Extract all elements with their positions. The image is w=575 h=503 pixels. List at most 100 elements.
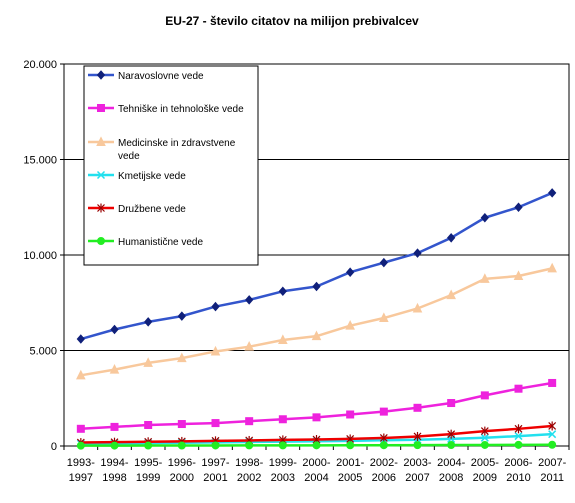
legend-box (83, 65, 259, 266)
data-point (110, 324, 119, 335)
data-point (245, 295, 254, 305)
x-tick-label: 2004-2008 (437, 457, 465, 484)
legend-label: Kmetijske vede (118, 171, 186, 182)
x-tick-label: 1996-2000 (168, 457, 196, 484)
data-point (312, 413, 321, 422)
data-point (446, 289, 456, 300)
series-2 (76, 262, 557, 380)
legend-marker (96, 136, 106, 146)
series-layer (76, 188, 557, 450)
data-point (514, 424, 523, 434)
axes: 0 5.000 10.000 15.000 20.000 1993-19971994-19… (23, 59, 570, 484)
x-tick-label: 2003-2007 (403, 457, 431, 484)
data-point (514, 384, 523, 393)
legend-marker (97, 203, 105, 213)
data-point (548, 378, 557, 387)
series-0 (76, 188, 557, 344)
data-point (413, 431, 422, 441)
data-point (211, 301, 220, 312)
data-point (312, 281, 321, 292)
data-point (548, 188, 557, 198)
x-tick-label: 1993-1997 (67, 457, 95, 484)
x-tick-label: 2005-2009 (471, 457, 499, 484)
data-point (379, 257, 388, 268)
legend-marker (96, 70, 106, 80)
data-point (513, 270, 524, 281)
data-point (379, 407, 388, 416)
series-1 (76, 378, 557, 433)
data-point (447, 399, 456, 408)
data-point (312, 441, 321, 450)
data-point (144, 441, 153, 450)
data-point (447, 233, 456, 243)
data-point (346, 267, 355, 277)
data-point (346, 441, 355, 450)
data-point (278, 441, 287, 450)
data-point (177, 441, 186, 450)
data-point (245, 441, 254, 450)
legend-marker (97, 237, 105, 245)
legend-marker (96, 170, 106, 180)
data-point (379, 312, 389, 323)
y-tick-label: 0 (51, 441, 57, 453)
data-point (548, 430, 557, 439)
y-tick-label: 5.000 (29, 346, 57, 358)
x-tick-label: 1998-2002 (235, 457, 263, 484)
x-tick-label: 1995-1999 (134, 457, 162, 484)
data-point (76, 424, 85, 433)
data-point (144, 317, 153, 327)
data-point (480, 273, 490, 283)
data-point (211, 441, 220, 450)
legend-label: Družbene vede (118, 204, 186, 215)
data-point (76, 334, 85, 344)
data-point (413, 403, 422, 412)
y-tick-label: 20.000 (23, 59, 57, 71)
x-tick-label: 2007-2011 (538, 457, 566, 484)
legend-label: Naravoslovne vede (118, 71, 204, 82)
data-point (210, 345, 221, 356)
data-point (514, 202, 523, 213)
data-point (110, 422, 119, 431)
data-point (177, 352, 187, 363)
data-point (76, 441, 85, 450)
data-point (278, 334, 288, 344)
x-tick-label: 1994-1998 (100, 457, 128, 484)
data-point (144, 420, 153, 429)
data-point (547, 262, 557, 273)
data-point (278, 415, 287, 424)
data-point (447, 441, 456, 450)
data-point (278, 286, 287, 297)
data-point (177, 420, 186, 429)
data-point (514, 440, 523, 449)
data-point (177, 311, 186, 321)
data-point (548, 440, 557, 449)
x-tick-label: 2002-2006 (370, 457, 398, 484)
data-point (245, 417, 254, 426)
data-point (379, 441, 388, 450)
data-point (480, 391, 489, 400)
y-tick-label: 10.000 (23, 250, 57, 262)
data-point (143, 357, 153, 367)
series-5 (76, 440, 557, 450)
data-point (110, 441, 119, 450)
data-point (548, 421, 557, 431)
legend: Naravoslovne vede Tehniške in tehnološke … (83, 65, 259, 266)
data-point (447, 429, 456, 439)
y-tick-label: 15.000 (23, 155, 57, 167)
data-point (480, 433, 489, 442)
data-point (211, 419, 220, 428)
data-point (514, 432, 523, 441)
x-tick-label: 2000-2004 (302, 457, 330, 484)
data-point (311, 330, 322, 341)
data-point (413, 441, 422, 450)
legend-label: Tehniške in tehnološke vede (118, 104, 244, 115)
legend-label: Medicinske in zdravstvene vede (118, 138, 236, 162)
data-point (480, 212, 489, 223)
data-point (480, 426, 489, 436)
data-point (379, 433, 388, 443)
data-point (109, 363, 120, 374)
x-tick-label: 1999-2003 (269, 457, 297, 484)
x-tick-label: 1997-2001 (201, 457, 229, 484)
